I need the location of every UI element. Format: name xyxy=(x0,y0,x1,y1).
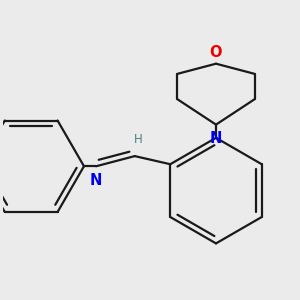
Text: H: H xyxy=(134,133,142,146)
Text: N: N xyxy=(210,131,222,146)
Text: O: O xyxy=(210,45,222,60)
Text: N: N xyxy=(90,173,102,188)
